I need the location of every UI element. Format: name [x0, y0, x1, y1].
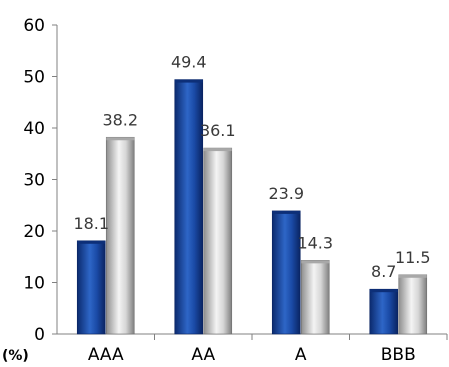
bar [105, 136, 135, 335]
y-tick-label: 10 [23, 274, 45, 294]
y-tick-label: 60 [23, 16, 45, 36]
x-tick-label: A [295, 345, 307, 365]
data-label: 38.2 [102, 110, 138, 129]
bar-top-cap [106, 137, 135, 141]
x-tick-label: AA [191, 345, 215, 365]
bar [203, 147, 233, 335]
y-unit-label: (%) [2, 348, 29, 364]
x-tick-label: AAA [88, 345, 124, 365]
data-label: 11.5 [395, 248, 431, 267]
bar-series-2 [300, 260, 330, 335]
bar-series-2 [105, 136, 135, 335]
bar [300, 260, 330, 335]
y-tick-label: 20 [23, 222, 45, 242]
y-tick-label: 0 [34, 325, 45, 345]
bar [369, 288, 399, 335]
data-label: 49.4 [171, 53, 207, 72]
bar [174, 79, 204, 335]
data-label: 36.1 [200, 121, 236, 140]
bar-series-2 [203, 147, 233, 335]
bar-series-1 [76, 240, 106, 335]
bar-top-cap [77, 240, 106, 244]
y-tick-label: 50 [23, 68, 45, 88]
bar-series-2 [398, 274, 428, 335]
y-tick-label: 30 [23, 171, 45, 191]
data-labels: 18.1 49.4 23.9 8.7 38.2 36.1 14.3 11.5 [73, 53, 430, 282]
data-label: 23.9 [268, 184, 304, 203]
data-label: 8.7 [371, 262, 396, 281]
bar-top-cap [272, 210, 301, 214]
bar [271, 210, 301, 335]
bar-top-cap [203, 148, 232, 152]
bar-series-1 [174, 79, 204, 335]
bar-top-cap [174, 79, 203, 83]
data-label: 18.1 [73, 214, 109, 233]
data-label: 14.3 [297, 233, 333, 252]
bar-series-1 [271, 210, 301, 335]
bar [76, 240, 106, 335]
bar-series-1 [369, 288, 399, 335]
bar-top-cap [398, 274, 427, 278]
bar [398, 274, 428, 335]
bar-top-cap [369, 289, 398, 293]
y-tick-label: 40 [23, 119, 45, 139]
x-tick-label: BBB [381, 345, 416, 365]
bar-top-cap [301, 260, 330, 264]
bars [76, 79, 428, 335]
